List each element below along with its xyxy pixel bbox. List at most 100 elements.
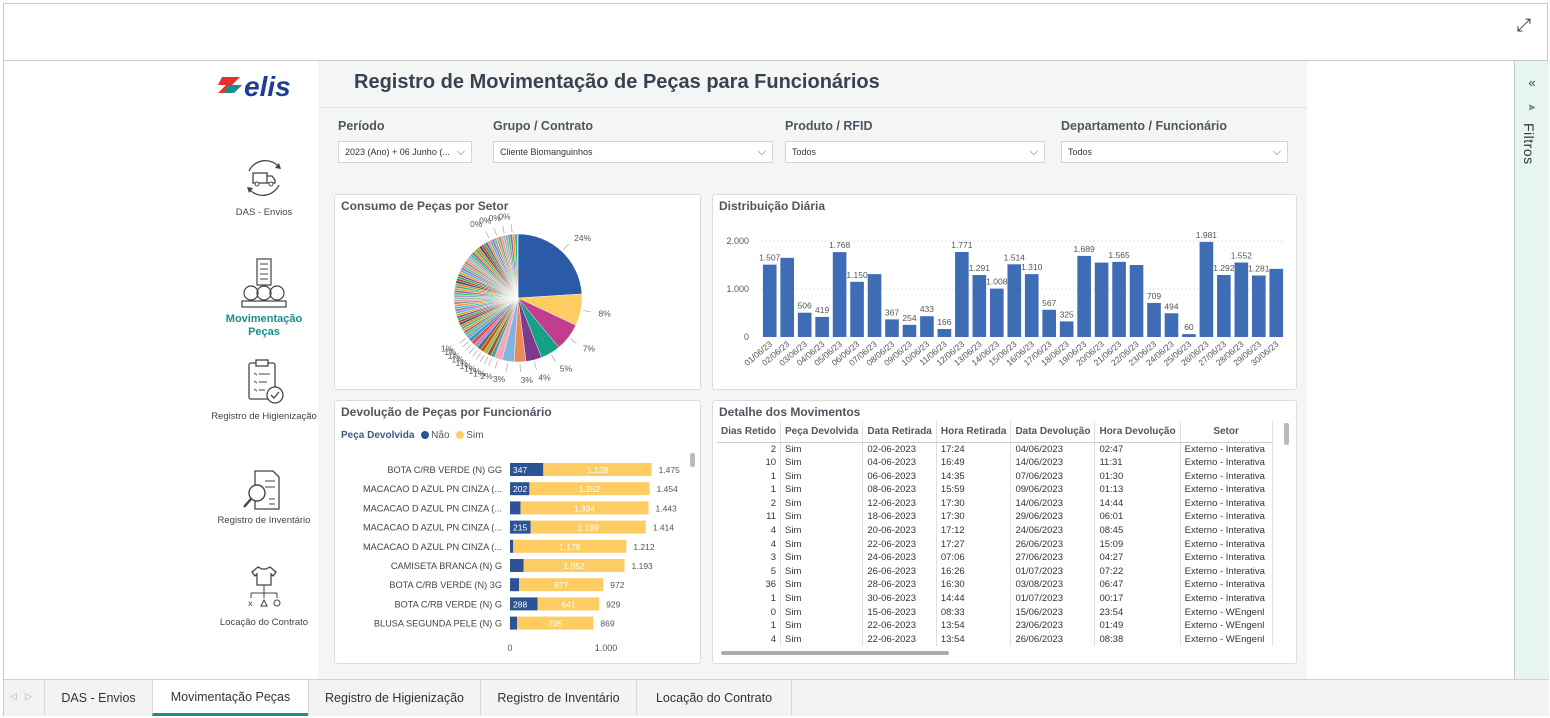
bar-nao[interactable] <box>510 597 538 611</box>
table-row[interactable]: 2 Sim 02-06-2023 17:24 04/06/2023 02:47 Extern… <box>717 442 1273 457</box>
table-row[interactable]: 2 Sim 12-06-2023 17:30 14/06/2023 14:44 Extern… <box>717 496 1273 511</box>
table-row[interactable]: 1 Sim 30-06-2023 14:44 01/07/2023 00:17 Extern… <box>717 592 1273 606</box>
daily-bar[interactable] <box>780 257 795 337</box>
pie-slice[interactable] <box>516 233 519 299</box>
returns-bar-chart[interactable]: BOTA C/RB VERDE (N) GG 347 1.128 1.475 MACAC… <box>335 401 702 665</box>
daily-bar[interactable] <box>1094 262 1109 337</box>
table-row[interactable]: 3 Sim 24-06-2023 07:06 27/06/2023 04:27 Extern… <box>717 551 1273 565</box>
daily-bar[interactable] <box>850 281 864 337</box>
daily-bar[interactable] <box>1269 268 1284 337</box>
daily-bar[interactable] <box>797 312 812 337</box>
bar-nao[interactable] <box>510 559 524 572</box>
daily-bar[interactable] <box>1164 313 1179 337</box>
bar-sim-label: 1.128 <box>587 465 609 475</box>
daily-bar[interactable] <box>762 264 777 337</box>
daily-bar[interactable] <box>867 274 882 337</box>
daily-bar[interactable] <box>1251 275 1266 337</box>
bar-sim[interactable] <box>519 578 604 592</box>
bar-nao[interactable] <box>510 463 544 476</box>
tab-scroll-arrows-icon[interactable]: ◁▷ <box>10 691 40 701</box>
grupo-contrato-dropdown[interactable]: Cliente Biomanguinhos ⌵ <box>493 141 773 163</box>
bar-nao[interactable] <box>510 616 518 630</box>
daily-bar[interactable] <box>972 275 987 337</box>
pie-slice[interactable] <box>517 233 583 299</box>
daily-bar[interactable] <box>1217 274 1231 337</box>
bar-nao[interactable] <box>510 482 530 496</box>
daily-bar[interactable] <box>1147 302 1161 337</box>
tab-registro-higienizacao[interactable]: Registro de Higienização <box>308 680 480 716</box>
daily-bar[interactable] <box>989 288 1004 337</box>
table-row[interactable]: 4 Sim 22-06-2023 13:54 26/06/2023 08:38 Extern… <box>717 632 1273 647</box>
daily-bar[interactable] <box>920 316 934 337</box>
daily-bar[interactable] <box>1234 262 1249 337</box>
table-row[interactable]: 1 Sim 06-06-2023 14:35 07/06/2023 01:30 Extern… <box>717 469 1273 484</box>
column-header[interactable]: Dias Retido <box>717 421 782 443</box>
shirt-hierarchy-icon: x <box>248 566 281 608</box>
bar-sim[interactable] <box>537 597 600 611</box>
collapse-chevron-icon[interactable]: « <box>1528 75 1536 90</box>
bar-sim[interactable] <box>517 616 594 630</box>
column-header[interactable]: Peça Devolvida <box>780 421 864 443</box>
pie-chart[interactable]: 24%8%7%5%4%3%3%2%1%1%1%1%1%1%1%1%1%0%0%0… <box>335 195 702 391</box>
nav-locacao-contrato[interactable]: x Locação do Contrato <box>210 563 318 629</box>
daily-bar[interactable] <box>1129 265 1144 337</box>
table-row[interactable]: 0 Sim 15-06-2023 08:33 15/06/2023 23:54 Extern… <box>717 605 1273 620</box>
daily-bar[interactable] <box>885 319 899 337</box>
detail-vertical-scrollbar[interactable] <box>1284 423 1289 445</box>
table-row[interactable]: 1 Sim 22-06-2023 13:54 23/06/2023 01:49 Extern… <box>717 619 1273 633</box>
column-header[interactable]: Data Devolução <box>1010 421 1096 443</box>
bar-sim[interactable] <box>543 463 652 476</box>
tab-locacao-contrato[interactable]: Locação do Contrato <box>636 680 792 716</box>
table-row[interactable]: 36 Sim 28-06-2023 16:30 03/08/2023 06:47 Exter… <box>717 578 1273 593</box>
daily-bar[interactable] <box>1182 334 1196 337</box>
table-row[interactable]: 4 Sim 22-06-2023 17:27 26/06/2023 15:09 Extern… <box>717 537 1273 552</box>
bar-nao[interactable] <box>510 520 531 534</box>
bar-sim[interactable] <box>530 520 646 534</box>
bar-nao[interactable] <box>510 501 521 515</box>
produto-rfid-dropdown[interactable]: Todos ⌵ <box>785 141 1045 163</box>
bar-sim[interactable] <box>523 559 625 572</box>
bar-nao[interactable] <box>510 539 514 553</box>
table-row[interactable]: 1 Sim 08-06-2023 15:59 09/06/2023 01:13 Extern… <box>717 483 1273 497</box>
daily-bar[interactable] <box>1024 274 1039 337</box>
bar-sim[interactable] <box>513 539 627 553</box>
departamento-dropdown[interactable]: Todos ⌵ <box>1061 141 1288 163</box>
bar-sim[interactable] <box>529 482 650 496</box>
daily-bar[interactable] <box>1077 255 1091 337</box>
nav-registro-higienizacao[interactable]: Registro de Higienização <box>210 357 318 423</box>
table-row[interactable]: 4 Sim 20-06-2023 17:12 24/06/2023 08:45 Extern… <box>717 524 1273 538</box>
daily-bar[interactable] <box>815 316 829 337</box>
nav-registro-inventario[interactable]: Registro de Inventário <box>210 469 318 527</box>
detail-horizontal-scrollbar[interactable] <box>721 651 949 655</box>
pie-label: 1% <box>451 355 464 365</box>
daily-bar[interactable] <box>1199 241 1214 337</box>
tab-das-envios[interactable]: DAS - Envios <box>44 680 152 716</box>
daily-bar[interactable] <box>1112 261 1126 337</box>
daily-bar[interactable] <box>1059 321 1074 337</box>
returns-scrollbar[interactable] <box>690 453 695 467</box>
daily-bar[interactable] <box>902 324 917 337</box>
column-header[interactable]: Hora Devolução <box>1094 421 1181 443</box>
table-row[interactable]: 10 Sim 04-06-2023 16:49 14/06/2023 11:31 Exter… <box>717 456 1273 470</box>
tab-registro-inventario[interactable]: Registro de Inventário <box>480 680 636 716</box>
nav-das-envios[interactable]: DAS - Envios <box>210 153 318 219</box>
periodo-dropdown[interactable]: 2023 (Ano) + 06 Junho (... ⌵ <box>338 141 472 163</box>
clipboard-check-icon <box>248 359 284 404</box>
table-row[interactable]: 5 Sim 26-06-2023 16:26 01/07/2023 07:22 Extern… <box>717 564 1273 579</box>
column-header[interactable]: Setor <box>1180 421 1273 443</box>
nav-movimentacao-pecas[interactable]: Movimentação Peças <box>210 257 318 339</box>
daily-bar-chart[interactable]: 01.0002.0001.50701/06/2302/06/2350603/06… <box>713 195 1298 391</box>
expand-icon[interactable]: ⤢ <box>1516 15 1532 35</box>
table-row[interactable]: 11 Sim 18-06-2023 17:30 29/06/2023 06:01 Exter… <box>717 510 1273 525</box>
daily-bar[interactable] <box>937 329 952 337</box>
column-header[interactable]: Data Retirada <box>862 421 937 443</box>
filters-pane-label[interactable]: Filtros <box>1521 123 1537 165</box>
daily-bar[interactable] <box>1042 309 1057 337</box>
daily-bar[interactable] <box>955 251 969 337</box>
column-header[interactable]: Hora Retirada <box>936 421 1012 443</box>
daily-bar[interactable] <box>832 252 847 337</box>
daily-bar[interactable] <box>1007 264 1022 337</box>
bar-sim[interactable] <box>520 501 649 515</box>
bar-nao[interactable] <box>510 578 520 592</box>
tab-movimentacao-pecas[interactable]: Movimentação Peças <box>152 680 308 716</box>
